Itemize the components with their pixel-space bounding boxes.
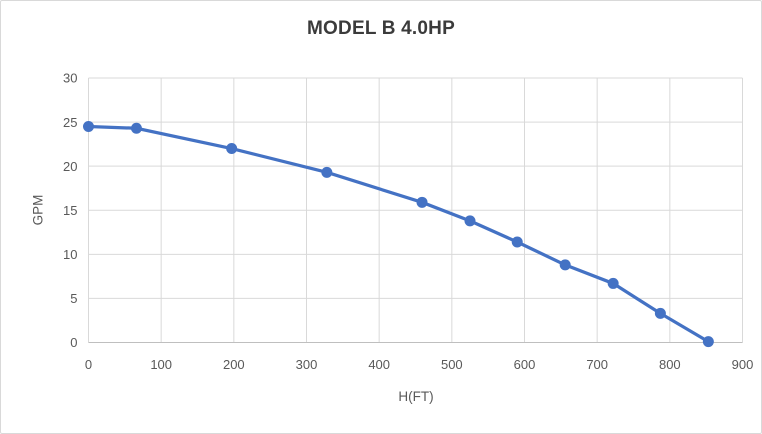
x-tick-label: 300 [296, 357, 318, 372]
y-tick-label: 30 [63, 71, 77, 86]
data-point-marker [511, 236, 523, 248]
data-point-marker [321, 166, 333, 178]
x-tick-label: 0 [85, 357, 92, 372]
x-tick-label: 100 [150, 357, 172, 372]
x-tick-label: 600 [514, 357, 536, 372]
y-tick-label: 10 [63, 247, 77, 262]
y-tick-label: 25 [63, 115, 77, 130]
data-point-marker [130, 122, 142, 134]
x-tick-label: 900 [732, 357, 754, 372]
y-tick-label: 20 [63, 159, 77, 174]
x-tick-label: 200 [223, 357, 245, 372]
data-point-marker [464, 215, 476, 227]
data-point-marker [83, 120, 94, 132]
data-point-marker [654, 307, 666, 319]
y-tick-label: 0 [70, 335, 77, 350]
x-tick-label: 400 [368, 357, 390, 372]
y-tick-label: 15 [63, 203, 77, 218]
y-tick-label: 5 [70, 291, 77, 306]
x-tick-label: 800 [659, 357, 681, 372]
data-point-marker [226, 143, 238, 155]
data-point-marker [416, 196, 428, 208]
x-tick-label: 700 [586, 357, 608, 372]
x-tick-label: 500 [441, 357, 463, 372]
x-axis-title: H(FT) [398, 389, 434, 404]
data-point-marker [702, 336, 714, 348]
chart-title: MODEL B 4.0HP [307, 18, 455, 39]
data-point-marker [559, 259, 571, 271]
data-point-marker [607, 277, 619, 289]
series-line [86, 124, 710, 344]
